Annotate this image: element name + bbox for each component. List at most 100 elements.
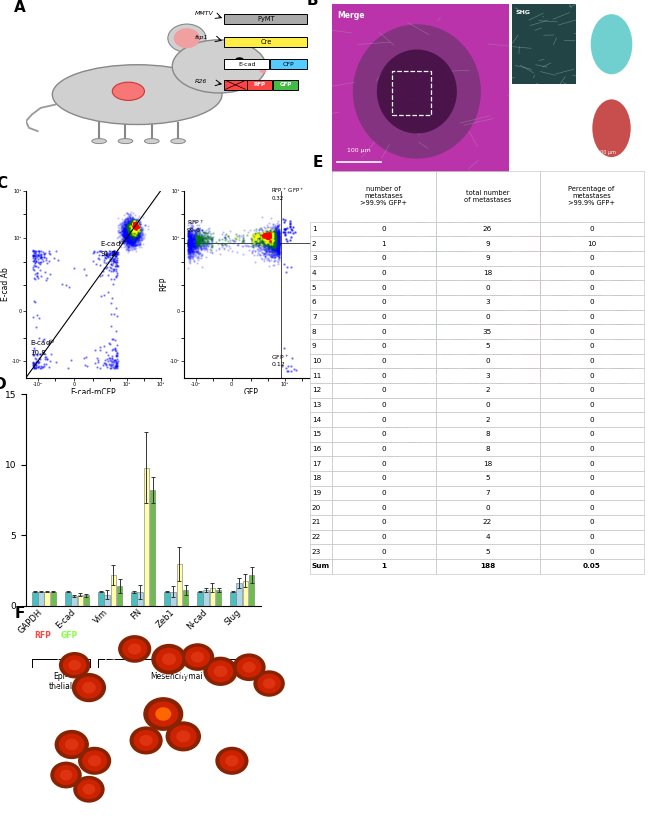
- Point: [265, 242, 276, 255]
- Point: [127, 225, 137, 238]
- Point: [185, 224, 196, 237]
- Point: [271, 233, 281, 247]
- Point: [127, 222, 138, 236]
- Point: [270, 233, 280, 247]
- Point: [273, 243, 283, 256]
- Point: [127, 224, 137, 237]
- Point: [129, 225, 139, 238]
- Point: [272, 239, 282, 252]
- Point: [34, 256, 44, 270]
- Point: [125, 222, 136, 236]
- Point: [201, 238, 211, 251]
- Point: [184, 228, 194, 242]
- Point: [125, 220, 136, 233]
- Point: [128, 236, 138, 249]
- Point: [270, 237, 281, 251]
- Point: [125, 226, 135, 239]
- Point: [125, 236, 135, 249]
- Point: [122, 217, 133, 231]
- Point: [119, 232, 129, 246]
- Point: [274, 253, 284, 266]
- Point: [273, 245, 283, 258]
- Point: [261, 235, 271, 248]
- Point: [135, 221, 145, 234]
- Point: [132, 227, 142, 241]
- Point: [124, 222, 134, 235]
- Point: [254, 222, 265, 235]
- Point: [129, 228, 140, 242]
- Point: [125, 227, 136, 240]
- Point: [129, 219, 139, 232]
- Point: [270, 223, 281, 237]
- Point: [120, 223, 131, 237]
- Point: [259, 227, 270, 241]
- Point: [80, 359, 90, 372]
- Point: [119, 220, 129, 233]
- Point: [118, 232, 128, 246]
- Point: [225, 233, 235, 247]
- Point: [41, 251, 51, 264]
- Point: [272, 231, 282, 244]
- Point: [189, 238, 200, 251]
- Point: [129, 223, 140, 237]
- Point: [266, 229, 277, 242]
- Point: [125, 222, 135, 235]
- Point: [268, 230, 278, 243]
- Circle shape: [172, 40, 266, 93]
- Point: [128, 222, 138, 235]
- Point: [250, 231, 260, 244]
- Ellipse shape: [580, 307, 603, 344]
- Point: [272, 232, 283, 246]
- Point: [125, 219, 135, 232]
- Point: [131, 230, 141, 243]
- Point: [124, 231, 135, 244]
- Point: [127, 221, 137, 234]
- Point: [270, 226, 280, 239]
- Point: [129, 222, 139, 236]
- Point: [124, 223, 134, 237]
- Point: [184, 242, 194, 255]
- Point: [132, 225, 142, 238]
- Point: [124, 218, 135, 232]
- Point: [118, 233, 129, 247]
- Point: [131, 222, 141, 235]
- Point: [127, 233, 138, 247]
- Point: [129, 225, 139, 238]
- Point: [126, 236, 136, 249]
- Point: [121, 226, 131, 239]
- Ellipse shape: [437, 272, 456, 305]
- Point: [124, 217, 134, 231]
- Text: GFP$^+$
0.12: GFP$^+$ 0.12: [272, 353, 290, 368]
- Point: [125, 231, 136, 244]
- Point: [125, 220, 135, 233]
- Point: [30, 361, 40, 374]
- Point: [126, 224, 136, 237]
- Point: [127, 218, 137, 232]
- Point: [127, 225, 137, 238]
- Point: [135, 215, 145, 228]
- Point: [259, 229, 269, 242]
- Point: [265, 238, 276, 251]
- Point: [129, 226, 139, 239]
- Point: [125, 229, 136, 242]
- Point: [126, 227, 136, 241]
- Point: [268, 249, 278, 262]
- Point: [131, 230, 142, 243]
- Point: [112, 346, 122, 359]
- Point: [265, 239, 276, 252]
- Point: [125, 232, 135, 245]
- Point: [263, 240, 274, 253]
- Point: [193, 238, 203, 251]
- Point: [183, 227, 194, 240]
- Point: [122, 229, 132, 242]
- Point: [127, 217, 137, 230]
- Point: [127, 227, 138, 241]
- Point: [129, 222, 140, 235]
- Point: [124, 230, 135, 243]
- Ellipse shape: [377, 50, 457, 134]
- Point: [42, 353, 52, 366]
- Point: [184, 249, 194, 262]
- Point: [123, 224, 133, 237]
- Point: [185, 221, 196, 234]
- Point: [196, 235, 206, 248]
